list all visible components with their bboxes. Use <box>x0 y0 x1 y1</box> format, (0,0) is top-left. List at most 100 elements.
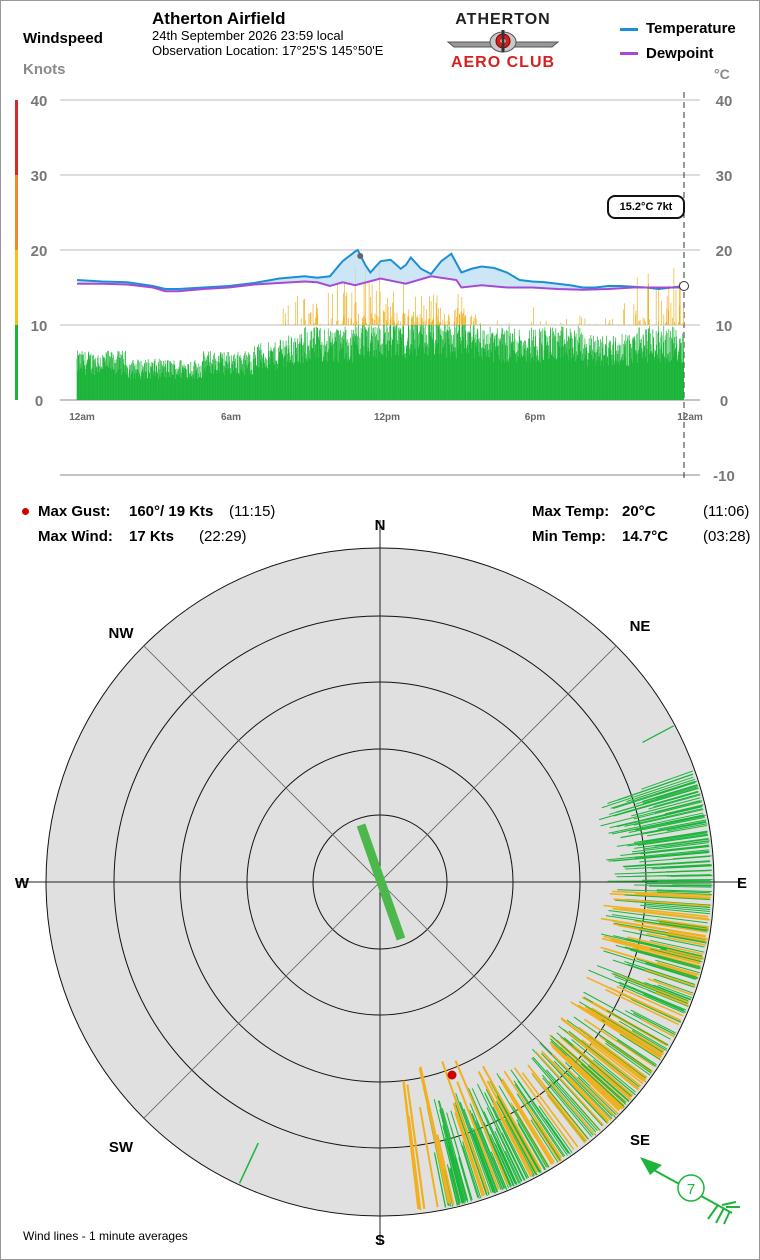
wind-line <box>448 1167 459 1206</box>
wind-line <box>613 935 703 957</box>
left-tick-label: 30 <box>31 168 48 185</box>
x-tick-label: 12pm <box>374 412 400 423</box>
wind-line <box>442 1119 465 1203</box>
wind-line <box>530 1102 568 1156</box>
wind-line <box>636 833 708 846</box>
chart-legend: Temperature Dewpoint <box>620 20 760 64</box>
wind-line <box>653 978 694 994</box>
wind-line <box>503 1070 562 1159</box>
max-wind-value: 17 Kts <box>129 528 175 545</box>
wind-line <box>494 1131 520 1184</box>
wind-line <box>646 961 699 979</box>
footer-note: Wind lines - 1 minute averages <box>23 1229 188 1243</box>
wind-line <box>642 786 699 804</box>
wind-line <box>473 1129 499 1193</box>
wind-line <box>580 1063 627 1105</box>
wind-line <box>568 1030 640 1088</box>
wind-line <box>661 864 712 869</box>
wind-line <box>490 1111 525 1181</box>
wind-line <box>625 790 699 813</box>
wind-line <box>642 831 708 843</box>
wind-line <box>581 1039 642 1087</box>
wind-line <box>627 936 704 955</box>
wind-line <box>633 830 708 843</box>
wind-line <box>512 1130 538 1176</box>
wind-line <box>645 900 711 906</box>
wind-compass: N NE E SE S SW W NW 7 <box>15 517 747 1249</box>
wind-line <box>513 1080 566 1157</box>
wind-line <box>605 1042 651 1076</box>
wind-line <box>552 1062 609 1123</box>
wind-line <box>418 1067 450 1204</box>
wind-line <box>469 1127 495 1194</box>
wind-line <box>649 939 705 953</box>
wind-line <box>618 1020 668 1050</box>
wind-line <box>536 1123 562 1161</box>
wind-line <box>641 770 693 790</box>
wind-line <box>620 814 705 833</box>
wind-line <box>628 978 690 1003</box>
wind-line <box>531 1117 561 1162</box>
wind-line <box>606 1010 669 1046</box>
max-gust-label: Max Gust: <box>38 503 111 520</box>
wind-line <box>635 919 708 932</box>
wind-line <box>635 893 711 899</box>
wind-line <box>657 955 702 969</box>
wind-line <box>504 1119 535 1176</box>
wind-line <box>496 1100 536 1175</box>
dewpoint-line <box>77 275 684 293</box>
scale-segment <box>15 325 18 400</box>
series-lines <box>76 248 689 293</box>
aero-club-logo: ATHERTON AERO CLUB <box>440 8 566 71</box>
wind-line <box>496 1095 540 1173</box>
celsius-label: °C <box>714 66 730 82</box>
wind-line <box>667 935 707 944</box>
wind-line <box>644 981 691 1001</box>
wind-line <box>641 1018 675 1038</box>
wind-line <box>608 910 708 924</box>
x-tick-label: 6pm <box>525 412 546 423</box>
dewpoint-legend-swatch <box>620 52 638 55</box>
wind-line <box>434 1153 447 1208</box>
compass-sw-label: SW <box>109 1139 134 1156</box>
wind-line <box>458 1157 472 1202</box>
wind-line <box>474 1138 496 1194</box>
wind-line <box>407 1116 422 1211</box>
wind-line <box>587 1035 647 1081</box>
wind-line <box>654 838 710 847</box>
wind-line <box>668 931 708 940</box>
wind-line <box>630 1009 676 1034</box>
wind-line <box>608 812 704 834</box>
wind-line <box>513 1067 575 1150</box>
wind-line <box>660 948 704 960</box>
wind-line <box>469 1103 506 1189</box>
max-temp-marker <box>357 253 364 259</box>
wind-line <box>589 1085 619 1115</box>
wind-line <box>655 800 703 813</box>
current-wind-speed: 7 <box>687 1181 695 1198</box>
wind-line <box>665 804 704 815</box>
wind-line <box>468 1088 511 1186</box>
wind-line <box>442 1125 464 1203</box>
wind-line <box>603 935 702 961</box>
wind-line <box>657 891 712 895</box>
wind-line <box>612 782 696 810</box>
wind-line <box>622 930 705 948</box>
wind-line <box>634 1013 676 1036</box>
wind-line <box>486 1107 523 1182</box>
current-reading-badge: 15.2°C 7kt <box>607 195 685 219</box>
wind-line <box>472 1127 498 1193</box>
wind-line <box>452 1102 486 1196</box>
wind-line <box>605 988 680 1026</box>
wind-line <box>642 820 707 834</box>
wind-line <box>616 985 684 1017</box>
wind-line <box>581 1058 630 1102</box>
wind-line <box>527 1064 589 1140</box>
wind-line <box>462 1145 480 1199</box>
left-tick-label: 10 <box>31 318 48 335</box>
wind-line <box>644 968 696 988</box>
wind-line <box>624 808 703 827</box>
wind-line <box>556 1032 632 1097</box>
windspeed-label: Windspeed <box>23 30 103 47</box>
wind-line <box>498 1085 548 1168</box>
